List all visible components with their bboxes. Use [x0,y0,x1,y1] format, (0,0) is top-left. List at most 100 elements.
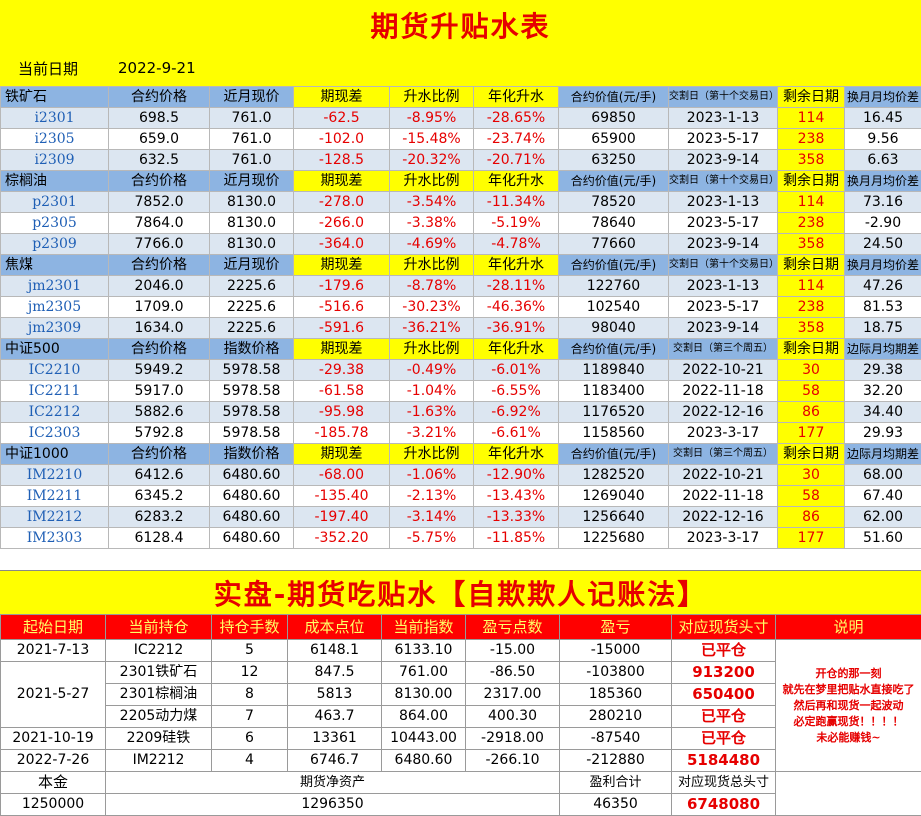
contract-code: jm2305 [1,297,109,318]
monthly-spread: 81.53 [845,297,921,318]
ledger-header-cell: 说明 [776,615,921,640]
contract-value: 1158560 [559,423,669,444]
ledger-header-cell: 当前指数 [382,615,466,640]
premium-ratio: -20.32% [390,150,474,171]
delivery-date: 2023-9-14 [669,318,778,339]
capital-label: 本金 [1,772,106,794]
days-left: 30 [778,360,845,381]
lots: 5 [212,640,288,662]
spot-position: 5184480 [672,750,776,772]
product-name: 中证500 [1,339,109,360]
spot-price: 761.0 [210,150,294,171]
header-annualized: 年化升水 [474,339,559,360]
header-days-left: 剩余日期 [778,444,845,465]
pnl: -103800 [560,662,672,684]
page-title: 期货升贴水表 [0,0,921,50]
contract-price: 6128.4 [109,528,210,549]
header-contract-value: 合约价值(元/手) [559,339,669,360]
header-contract-price: 合约价格 [109,444,210,465]
premium-ratio: -15.48% [390,129,474,150]
lots: 12 [212,662,288,684]
note-cell: 开仓的那一刻 就先在梦里把贴水直接吃了 然后再和现货一起波动 必定跑赢现货！！！… [776,640,921,772]
spot-price: 5978.58 [210,360,294,381]
header-contract-price: 合约价格 [109,87,210,108]
header-monthly-spread: 边际月均期差 [845,444,921,465]
spot-position: 913200 [672,662,776,684]
holding: 2205动力煤 [106,706,212,728]
header-days-left: 剩余日期 [778,87,845,108]
header-monthly-spread: 换月月均价差 [845,255,921,276]
holding: 2301铁矿石 [106,662,212,684]
pnl: 185360 [560,684,672,706]
premium-ratio: -1.63% [390,402,474,423]
contract-price: 632.5 [109,150,210,171]
annualized-premium: -20.71% [474,150,559,171]
product-name: 铁矿石 [1,87,109,108]
contract-value: 1269040 [559,486,669,507]
ledger-footer-labels: 本金 期货净资产 盈利合计 对应现货总头寸 [1,772,921,794]
monthly-spread: 32.20 [845,381,921,402]
contract-price: 6412.6 [109,465,210,486]
cost-point: 463.7 [288,706,382,728]
net-assets-value: 1296350 [106,794,560,816]
delivery-date: 2022-11-18 [669,486,778,507]
cost-point: 6148.1 [288,640,382,662]
group-header-row: 焦煤合约价格近月现价期现差升水比例年化升水合约价值(元/手)交割日（第十个交易日… [1,255,921,276]
days-left: 358 [778,150,845,171]
basis: -95.98 [294,402,390,423]
header-premium-ratio: 升水比例 [390,255,474,276]
monthly-spread: 51.60 [845,528,921,549]
days-left: 238 [778,297,845,318]
basis: -128.5 [294,150,390,171]
header-basis: 期现差 [294,87,390,108]
contract-code: IM2211 [1,486,109,507]
basis-table: 铁矿石合约价格近月现价期现差升水比例年化升水合约价值(元/手)交割日（第十个交易… [0,86,921,549]
current-index: 864.00 [382,706,466,728]
delivery-date: 2022-12-16 [669,402,778,423]
header-contract-price: 合约价格 [109,339,210,360]
header-contract-value: 合约价值(元/手) [559,255,669,276]
monthly-spread: 18.75 [845,318,921,339]
header-contract-value: 合约价值(元/手) [559,87,669,108]
pnl-total-label: 盈利合计 [560,772,672,794]
ledger-header-cell: 对应现货头寸 [672,615,776,640]
premium-ratio: -3.21% [390,423,474,444]
net-assets-label: 期货净资产 [106,772,560,794]
spot-price: 5978.58 [210,402,294,423]
days-left: 238 [778,129,845,150]
current-index: 761.00 [382,662,466,684]
monthly-spread: 29.93 [845,423,921,444]
header-basis: 期现差 [294,339,390,360]
contract-price: 5917.0 [109,381,210,402]
contract-value: 69850 [559,108,669,129]
delivery-date: 2023-1-13 [669,108,778,129]
contract-price: 7766.0 [109,234,210,255]
delivery-date: 2023-3-17 [669,423,778,444]
pnl: 280210 [560,706,672,728]
start-date: 2022-7-26 [1,750,106,772]
header-annualized: 年化升水 [474,87,559,108]
header-basis: 期现差 [294,444,390,465]
pnl-points: 400.30 [466,706,560,728]
spot-position: 已平仓 [672,728,776,750]
lots: 8 [212,684,288,706]
spot-price: 2225.6 [210,318,294,339]
spot-total-label: 对应现货总头寸 [672,772,776,794]
annualized-premium: -46.36% [474,297,559,318]
product-name: 中证1000 [1,444,109,465]
header-spot-price: 指数价格 [210,444,294,465]
premium-ratio: -30.23% [390,297,474,318]
days-left: 358 [778,318,845,339]
contract-code: IM2210 [1,465,109,486]
premium-ratio: -5.75% [390,528,474,549]
footer-blank [776,772,921,816]
annualized-premium: -6.55% [474,381,559,402]
header-spot-price: 近月现价 [210,87,294,108]
date-value: 2022-9-21 [118,59,196,77]
